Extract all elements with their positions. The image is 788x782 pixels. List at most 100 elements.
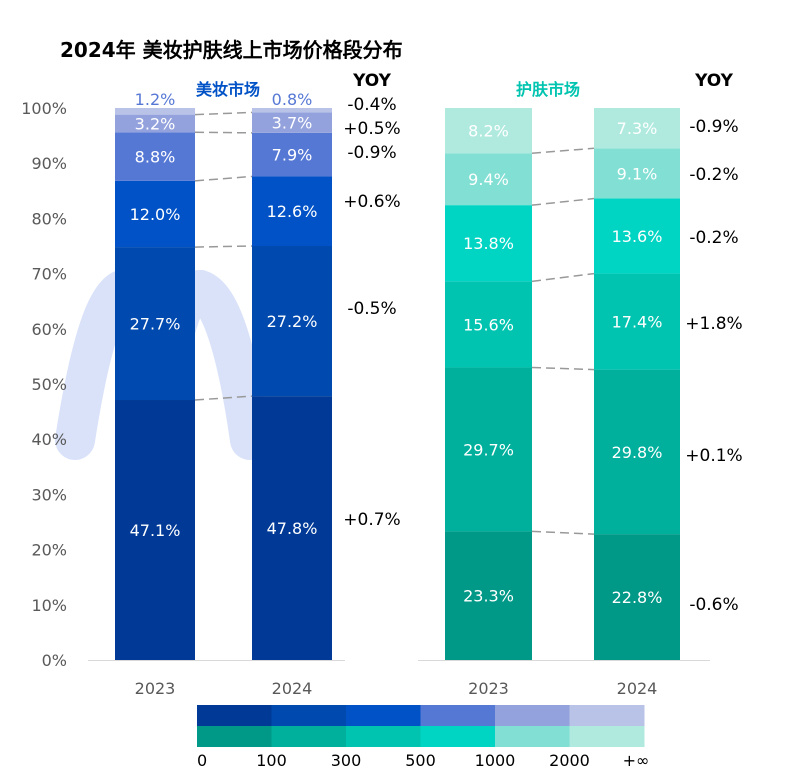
bar-segment (115, 132, 195, 181)
yoy-value: +0.6% (343, 192, 400, 212)
bar-segment (594, 534, 680, 660)
yoy-value: -0.6% (689, 595, 738, 615)
legend-break-label: 500 (405, 751, 436, 770)
bar-segment (115, 108, 195, 115)
page-title: 2024年 美妆护肤线上市场价格段分布 (60, 38, 403, 62)
data-label: 8.8% (135, 148, 176, 167)
legend-swatch (197, 726, 272, 747)
data-label: 3.2% (135, 114, 176, 133)
y-tick-label: 70% (31, 265, 67, 284)
connector-line (194, 111, 253, 116)
data-label: 29.8% (612, 443, 663, 462)
data-label: 0.8% (272, 90, 313, 109)
bar-segment (115, 114, 195, 133)
panel-title: 护肤市场 (516, 80, 580, 99)
data-label: 47.8% (267, 519, 318, 538)
legend-swatch (420, 726, 496, 747)
y-tick-label: 90% (31, 154, 67, 173)
bar-segment (445, 153, 532, 206)
yoy-value: -0.2% (689, 165, 738, 185)
bar-segment (115, 247, 195, 401)
data-label: 27.2% (267, 312, 318, 331)
connector-line (531, 366, 595, 371)
x-tick-label: 2023 (135, 679, 176, 698)
bar-segment (594, 273, 680, 370)
bar-segment (445, 367, 532, 532)
legend-break-label: 1000 (475, 751, 516, 770)
legend-break-label: 300 (331, 751, 362, 770)
data-label: 7.3% (617, 119, 658, 138)
y-tick-label: 80% (31, 209, 67, 228)
data-label: 7.9% (272, 146, 313, 165)
yoy-value: +1.8% (685, 314, 742, 334)
data-label: 13.8% (463, 234, 514, 253)
legend-swatch (420, 705, 496, 726)
yoy-value: -0.9% (347, 143, 396, 163)
connector-line (194, 395, 253, 401)
data-label: 9.1% (617, 164, 658, 183)
data-label: 47.1% (130, 521, 181, 540)
yoy-header: YOY (352, 71, 392, 91)
data-label: 12.6% (267, 202, 318, 221)
bar-segment (252, 246, 332, 397)
data-label: 8.2% (468, 122, 509, 141)
x-tick-label: 2024 (272, 679, 313, 698)
y-tick-label: 50% (31, 375, 67, 394)
yoy-value: -0.4% (347, 95, 396, 115)
legend-break-label: 100 (256, 751, 287, 770)
legend-swatch (495, 726, 570, 747)
y-tick-label: 30% (31, 485, 67, 504)
yoy-value: -0.5% (347, 299, 396, 319)
legend-break-label: 0 (197, 751, 207, 770)
legend-swatch (495, 705, 570, 726)
yoy-value: -0.9% (689, 117, 738, 137)
data-label: 17.4% (612, 313, 663, 332)
y-tick-label: 60% (31, 320, 67, 339)
data-label: 13.6% (612, 227, 663, 246)
connector-line (194, 245, 253, 248)
data-label: 12.0% (130, 205, 181, 224)
legend-swatch (569, 726, 645, 747)
yoy-value: -0.2% (689, 228, 738, 248)
connector-line (194, 175, 253, 182)
legend-break-label: 2000 (549, 751, 590, 770)
bar-segment (594, 198, 680, 274)
bar-segment (252, 132, 332, 177)
bar-segment (115, 400, 195, 660)
data-label: 15.6% (463, 315, 514, 334)
connector-line (531, 272, 595, 283)
legend-swatch (569, 705, 645, 726)
data-label: 22.8% (612, 588, 663, 607)
legend-break-label: +∞ (623, 751, 650, 770)
legend-swatch (271, 705, 347, 726)
bar-segment (252, 112, 332, 133)
y-tick-label: 40% (31, 430, 67, 449)
data-label: 23.3% (463, 587, 514, 606)
legend-swatch (346, 705, 421, 726)
data-label: 29.7% (463, 440, 514, 459)
yoy-value: +0.5% (343, 119, 400, 139)
connector-line (194, 131, 253, 134)
connector-line (531, 197, 595, 206)
y-tick-label: 0% (42, 651, 67, 670)
bar-segment (445, 205, 532, 282)
bar-segment (445, 531, 532, 660)
yoy-header: YOY (694, 71, 734, 91)
bar-segment (445, 108, 532, 154)
data-label: 9.4% (468, 170, 509, 189)
bar-segment (594, 108, 680, 149)
panel-title: 美妆市场 (196, 80, 260, 99)
bar-segment (252, 396, 332, 660)
data-label: 3.7% (272, 114, 313, 133)
x-tick-label: 2024 (617, 679, 658, 698)
bar-segment (445, 281, 532, 368)
bar-segment (252, 176, 332, 246)
bar-segment (594, 148, 680, 199)
connector-line (531, 530, 595, 535)
data-label: 1.2% (135, 90, 176, 109)
legend-swatch (197, 705, 272, 726)
y-tick-label: 20% (31, 541, 67, 560)
yoy-value: +0.7% (343, 510, 400, 530)
